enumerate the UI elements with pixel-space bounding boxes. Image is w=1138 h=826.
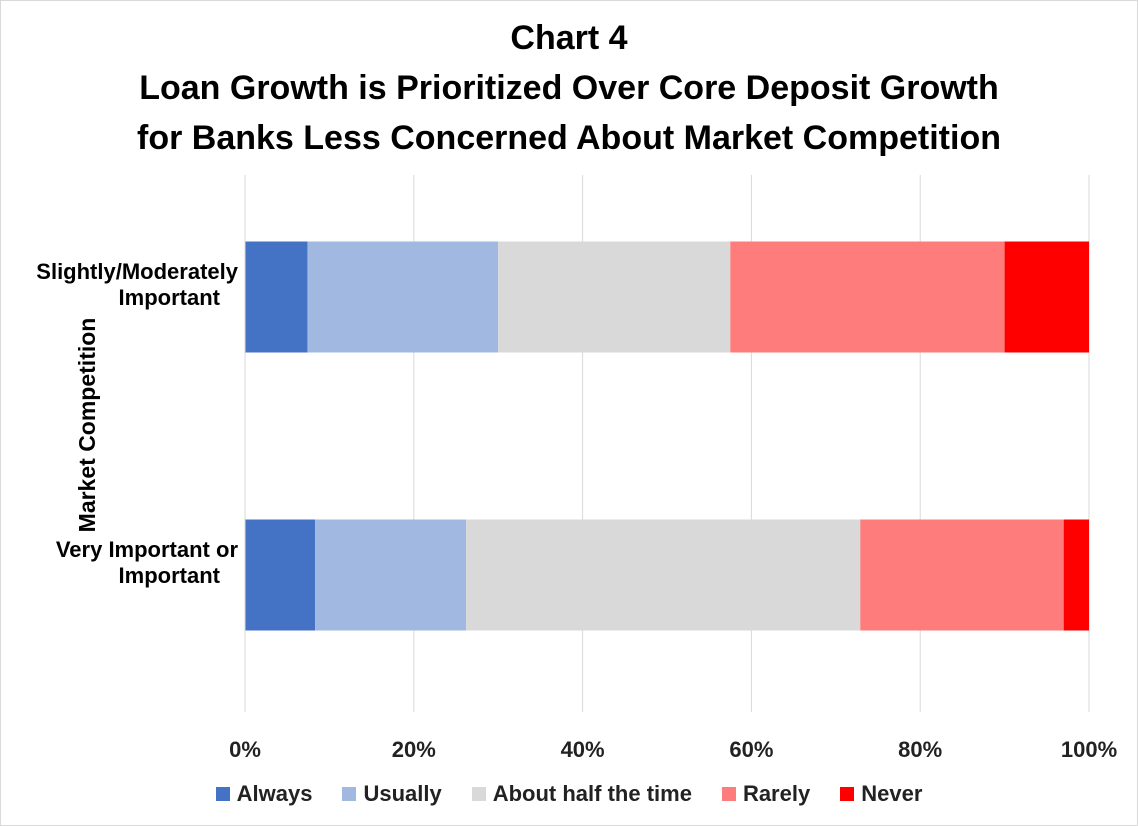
y-axis-label: Market Competition bbox=[74, 318, 100, 533]
legend: Always Usually About half the time Rarely Ne… bbox=[0, 778, 1138, 810]
x-tick-label: 80% bbox=[898, 737, 942, 762]
bar-segment-rarely bbox=[730, 241, 1005, 353]
x-tick-label: 20% bbox=[392, 737, 436, 762]
chart-title-line-1: Chart 4 bbox=[510, 19, 628, 57]
legend-item: Usually bbox=[342, 781, 442, 807]
legend-swatch bbox=[721, 787, 736, 801]
bar-segment-usually bbox=[307, 241, 499, 353]
y-category-label: Very Important or bbox=[56, 537, 239, 562]
x-tick-label: 0% bbox=[229, 737, 261, 762]
legend-swatch bbox=[215, 787, 230, 801]
bar-segment-never bbox=[1063, 519, 1089, 631]
legend-swatch bbox=[471, 787, 486, 801]
legend-label: Rarely bbox=[742, 781, 811, 806]
bar-segment-about-half-the-time bbox=[498, 241, 731, 353]
x-tick-label: 100% bbox=[1061, 737, 1117, 762]
chart-title-line-3: for Banks Less Concerned About Market Co… bbox=[137, 119, 1001, 157]
bar-segment-always bbox=[245, 241, 308, 353]
x-tick-label: 40% bbox=[561, 737, 605, 762]
legend-swatch bbox=[342, 787, 357, 801]
bar-segment-always bbox=[245, 519, 316, 631]
legend-swatch bbox=[840, 787, 855, 801]
legend-label: Always bbox=[236, 781, 313, 806]
bar-segment-rarely bbox=[860, 519, 1064, 631]
legend-item: Always bbox=[215, 781, 313, 807]
y-category-label: Slightly/Moderately bbox=[36, 259, 238, 284]
legend-label: Usually bbox=[363, 781, 442, 806]
legend-item: Rarely bbox=[721, 781, 811, 807]
y-category-label: Important bbox=[119, 563, 221, 588]
x-tick-label: 60% bbox=[729, 737, 773, 762]
legend-label: Never bbox=[861, 781, 923, 806]
bars bbox=[245, 241, 1089, 631]
chart-title-line-2: Loan Growth is Prioritized Over Core Dep… bbox=[139, 69, 999, 107]
legend-label: About half the time bbox=[492, 781, 692, 806]
labels: 0% 20% 40% 60% 80% 100%Slightly/ModeratelyImp… bbox=[36, 259, 1117, 762]
legend-item: About half the time bbox=[471, 781, 692, 807]
y-category-label: Important bbox=[119, 285, 221, 310]
bar-segment-never bbox=[1004, 241, 1089, 353]
bar-segment-about-half-the-time bbox=[466, 519, 861, 631]
legend-item: Never bbox=[840, 781, 922, 807]
bar-segment-usually bbox=[315, 519, 467, 631]
